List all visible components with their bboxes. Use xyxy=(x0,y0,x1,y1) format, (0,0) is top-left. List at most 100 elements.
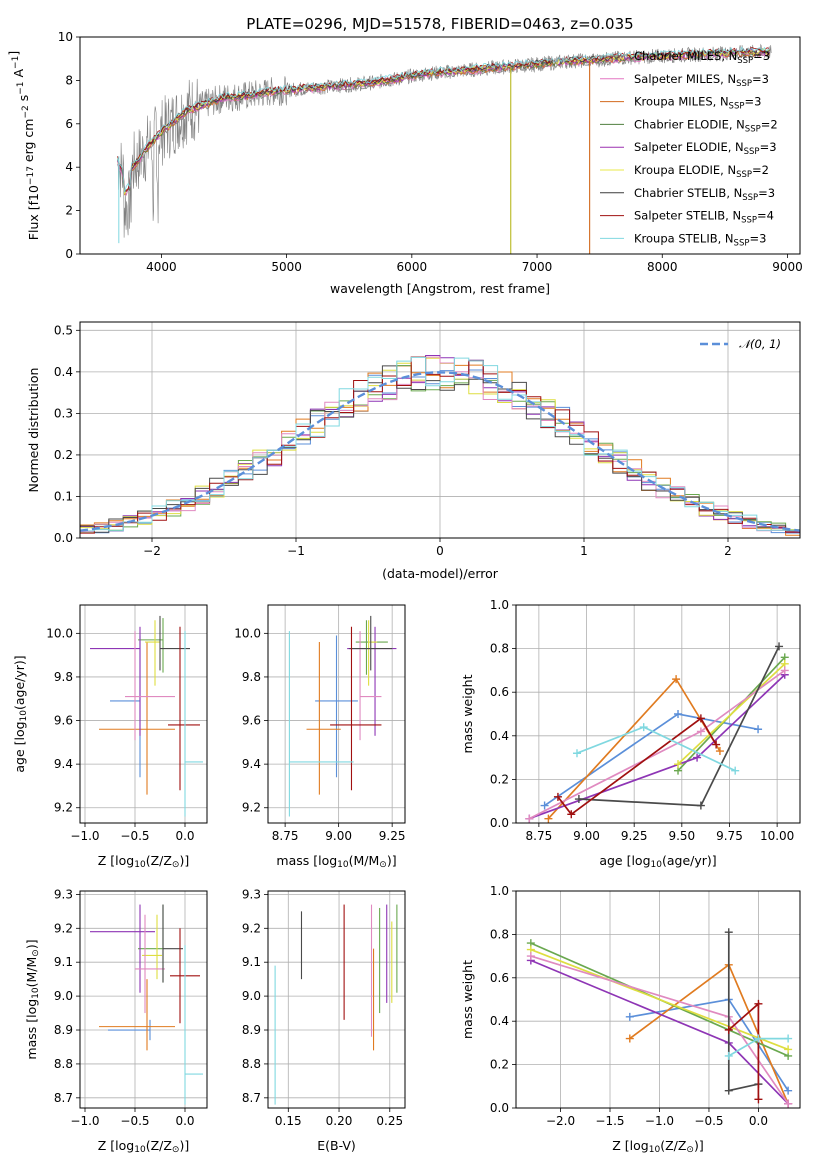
x-tick-label: 5000 xyxy=(271,260,302,274)
legend-label-tail: =3 xyxy=(749,231,766,245)
series-marker xyxy=(715,747,724,756)
x-tick-label: 2 xyxy=(724,544,732,558)
spectrum-panel: 4000 5000 6000 7000 8000 9000 0 2 4 6 8 10 wavelengt… xyxy=(6,30,803,296)
y-tick-label: 1.0 xyxy=(490,598,509,612)
x-tick-label: 9.00 xyxy=(325,829,352,843)
legend-label-sub: SSP xyxy=(745,124,761,134)
residual-histogram-panel: −2 −1 0 1 2 0.0 0.1 0.2 0.3 0.4 0.5 (data-model)/er… xyxy=(26,321,801,581)
x-tick-label: −1.5 xyxy=(595,1114,624,1128)
y-axis-label-part: 10 xyxy=(19,710,29,722)
series-line xyxy=(727,932,759,1092)
y-axis-label-part: A xyxy=(11,69,26,82)
figure-title: PLATE=0296, MJD=51578, FIBERID=0463, z=0… xyxy=(246,15,633,33)
y-tick-label: 8.8 xyxy=(242,1057,261,1071)
y-tick-label: 0.3 xyxy=(54,406,73,420)
legend-label-sub: SSP xyxy=(742,193,758,203)
series-marker xyxy=(625,1034,634,1043)
x-tick-label: 8.75 xyxy=(526,829,553,843)
massweight-vs-metallicity-panel: −2.0 −1.5 −1.0 −0.5 0.0 0.0 0.2 0.4 0.6 0.8 1.0 mas… xyxy=(460,884,801,1155)
series-marker xyxy=(754,725,763,734)
series-marker xyxy=(712,740,721,749)
y-tick-label: 8.9 xyxy=(242,1023,261,1037)
legend-label-tail: =3 xyxy=(760,140,777,154)
model-spectrum-line xyxy=(117,46,770,193)
x-tick-label: 7000 xyxy=(522,260,553,274)
series-marker xyxy=(754,1095,763,1104)
series-marker xyxy=(540,801,549,810)
y-axis-label: Normed distribution xyxy=(26,368,41,493)
x-tick-label: 4000 xyxy=(146,260,177,274)
y-tick-label: 6 xyxy=(65,117,73,131)
x-tick-label: 8.75 xyxy=(272,829,299,843)
y-tick-label: 0.2 xyxy=(490,1058,509,1072)
y-tick-label: 0 xyxy=(65,247,73,261)
y-tick-label: 0.6 xyxy=(490,971,509,985)
y-tick-label: 8 xyxy=(65,73,73,87)
mass-vs-ebv-panel: 0.15 0.20 0.25 8.7 8.8 8.9 9.0 9.1 9.2 9.3 E(B-V) xyxy=(242,887,406,1153)
axes-frame xyxy=(267,890,406,1109)
x-axis-label-part: (M/M xyxy=(349,853,380,868)
x-axis-label-part: (age/yr)] xyxy=(662,853,717,868)
series-line xyxy=(677,663,786,765)
legend-label-text: Salpeter ELODIE, N xyxy=(634,140,744,154)
histogram-series xyxy=(80,356,800,537)
age-vs-metallicity-panel: −1.0 −0.5 0.09.29.49.69.810.0Z [log10(Z/Z⊙… xyxy=(12,604,208,870)
x-axis-label-part: 10 xyxy=(134,860,146,870)
y-tick-label: 0.4 xyxy=(490,1014,509,1028)
series-marker xyxy=(674,760,683,769)
series-marker xyxy=(754,1034,763,1043)
y-axis-label: mass [log10(M/M⊙)] xyxy=(24,939,41,1059)
x-axis-label-part: Z [log xyxy=(98,853,134,868)
legend-label-sub: SSP xyxy=(737,56,753,66)
x-tick-label: 9000 xyxy=(772,260,803,274)
series-marker xyxy=(784,1086,793,1095)
series-marker xyxy=(567,810,576,819)
y-axis-label-part: 10 xyxy=(26,185,41,201)
y-tick-label: 8.8 xyxy=(54,1057,73,1071)
y-tick-label: 10.0 xyxy=(234,626,261,640)
observed-spectrum xyxy=(117,43,772,238)
y-axis-label: age [log10(age/yr)] xyxy=(12,655,29,772)
x-axis-label-part: Z [log xyxy=(98,1138,134,1153)
y-tick-label: 0.4 xyxy=(490,729,509,743)
y-tick-label: 0.0 xyxy=(490,816,509,830)
y-tick-label: 0.1 xyxy=(54,489,73,503)
x-axis-label: Z [log10(Z/Z⊙)] xyxy=(98,853,189,870)
y-axis-label-part: −1 xyxy=(16,81,26,94)
x-axis-label-part: (Z/Z xyxy=(146,1138,172,1153)
y-tick-label: 9.1 xyxy=(54,955,73,969)
y-tick-label: 0.5 xyxy=(54,323,73,337)
x-axis-label-part: age [log xyxy=(599,853,650,868)
x-tick-label: −1 xyxy=(287,544,305,558)
x-axis-label-part: )] xyxy=(179,1138,189,1153)
legend-label: 𝒩(0, 1) xyxy=(739,337,781,351)
y-tick-label: 10 xyxy=(58,30,73,44)
legend-label: Salpeter ELODIE, NSSP=3 xyxy=(634,140,777,157)
y-tick-label: 0.2 xyxy=(490,772,509,786)
histogram-steps xyxy=(80,355,800,537)
x-axis-label-part: )] xyxy=(179,853,189,868)
legend-label-tail: =3 xyxy=(752,72,769,86)
series-marker xyxy=(672,675,681,684)
series-marker xyxy=(693,753,702,762)
legend-label: Kroupa ELODIE, NSSP=2 xyxy=(634,163,769,180)
series-marker xyxy=(544,814,553,823)
x-tick-label: 1 xyxy=(580,544,588,558)
legend-label: Chabrier MILES, NSSP=3 xyxy=(634,49,770,66)
legend-label: Kroupa STELIB, NSSP=3 xyxy=(634,231,766,248)
legend-label-sub: SSP xyxy=(744,147,760,157)
y-axis-label: Flux [f10−17 erg cm−2 s−1 A−1] xyxy=(6,51,41,240)
series-marker xyxy=(574,795,583,804)
y-tick-label: 9.3 xyxy=(54,887,73,901)
x-tick-label: −0.5 xyxy=(120,1114,149,1128)
y-axis-label-part: age [log xyxy=(12,721,27,772)
x-axis-label-part: mass [log xyxy=(276,853,337,868)
y-axis-label: mass weight xyxy=(460,674,475,753)
series-marker xyxy=(784,1045,793,1054)
legend-label-text: Kroupa STELIB, N xyxy=(634,231,734,245)
y-tick-label: 0.2 xyxy=(54,448,73,462)
axes-frame xyxy=(515,604,801,824)
y-tick-label: 9.3 xyxy=(242,887,261,901)
y-tick-label: 10.0 xyxy=(46,626,73,640)
